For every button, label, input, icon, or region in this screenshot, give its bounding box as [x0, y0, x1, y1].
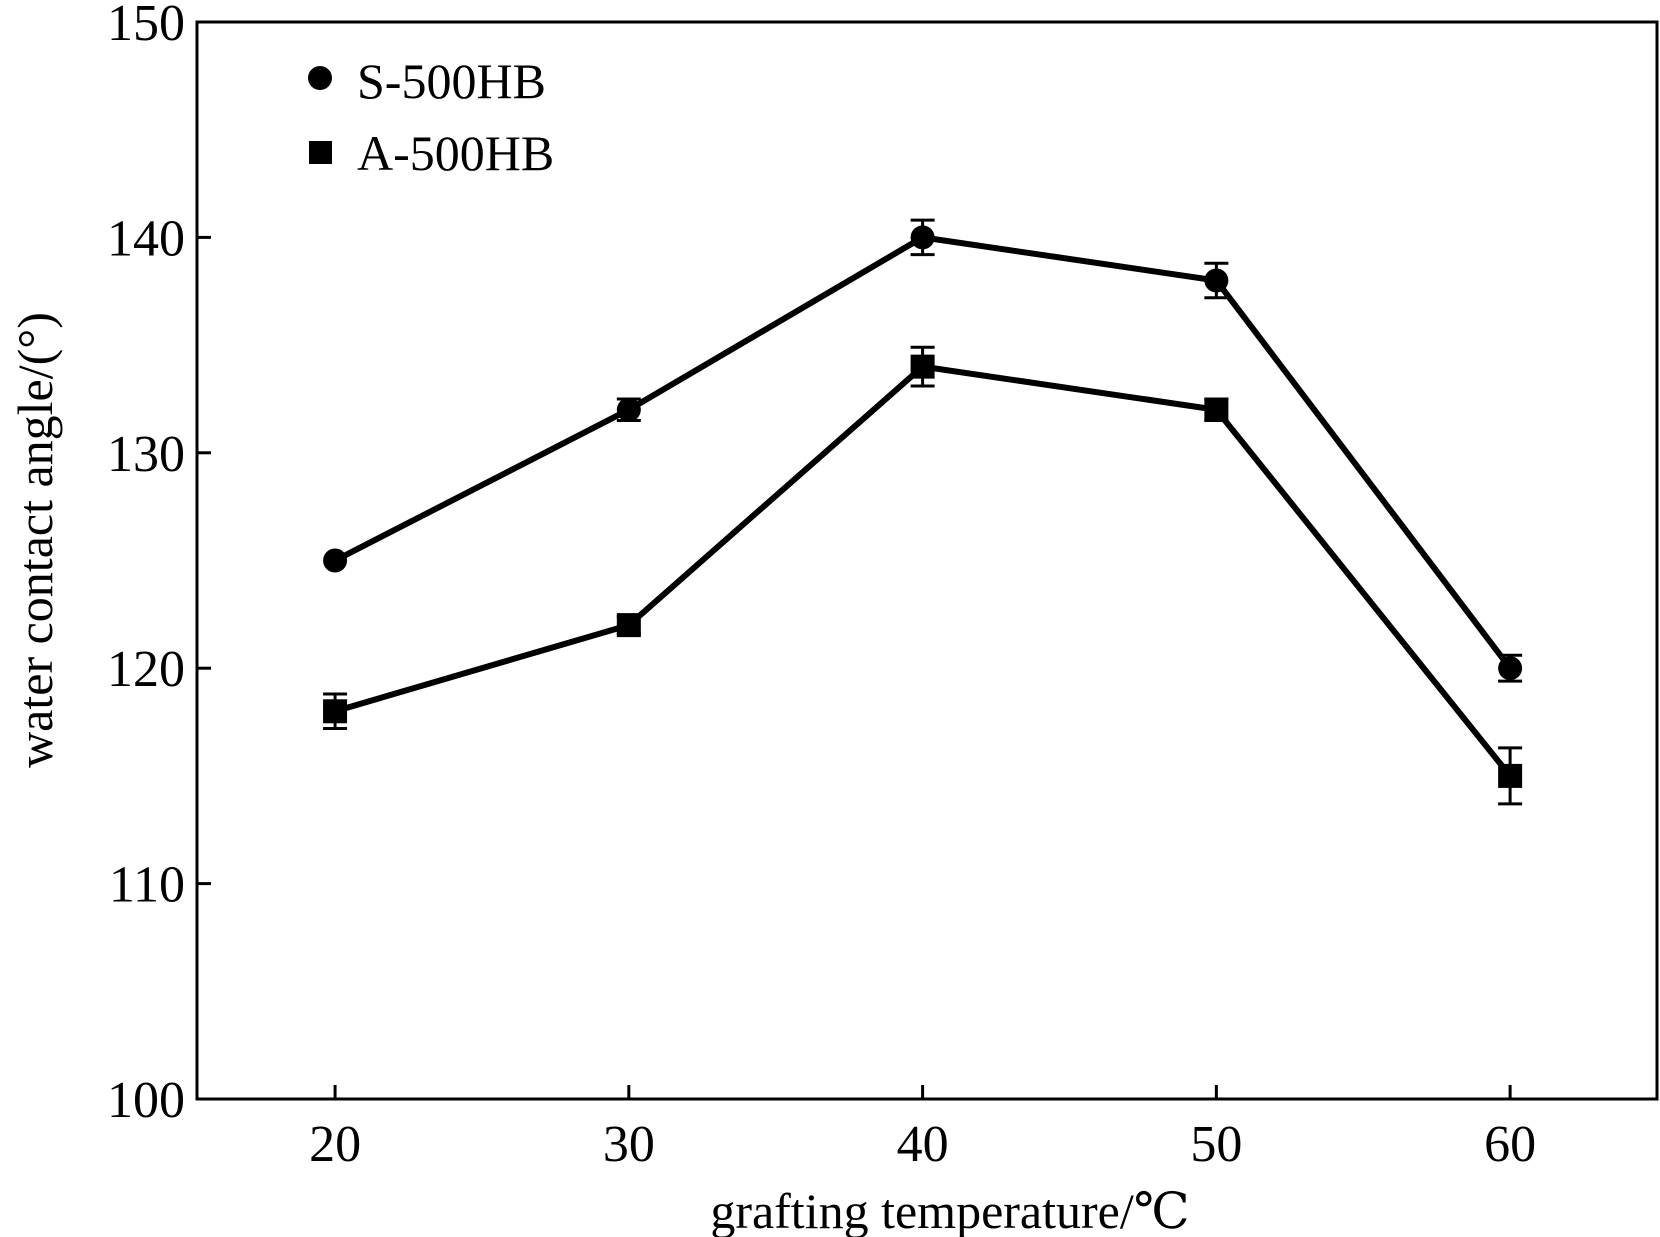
- y-tick-label-140: 140: [107, 210, 185, 267]
- point-s500hb-20: [323, 548, 348, 573]
- legend: S-500HB A-500HB: [308, 53, 554, 181]
- series-s500hb: [323, 218, 1523, 683]
- tick-labels: 20 30 40 50 60 100 110 120 130 140 150: [107, 0, 1536, 1173]
- plot-frame: [195, 20, 1659, 1101]
- x-tick-label-50: 50: [1190, 1116, 1242, 1173]
- x-tick-label-60: 60: [1484, 1116, 1536, 1173]
- y-tick-label-150: 150: [107, 0, 185, 52]
- legend-marker-circle: [308, 66, 332, 90]
- point-s500hb-60: [1498, 656, 1523, 681]
- point-s500hb-50: [1204, 268, 1229, 293]
- y-tick-label-120: 120: [107, 641, 185, 698]
- y-tick-label-100: 100: [107, 1072, 185, 1129]
- tick-marks: [197, 20, 1512, 1101]
- x-tick-label-40: 40: [897, 1116, 949, 1173]
- point-a500hb-20: [323, 699, 348, 724]
- legend-label-a500hb: A-500HB: [357, 125, 554, 181]
- legend-marker-square: [309, 141, 332, 164]
- x-tick-label-20: 20: [309, 1116, 361, 1173]
- series-line-a500hb: [334, 363, 1513, 778]
- point-s500hb-30: [616, 397, 641, 422]
- point-a500hb-60: [1498, 763, 1523, 788]
- series-a500hb: [323, 345, 1523, 806]
- series-layer: [323, 218, 1523, 806]
- y-axis-title: water contact angle/(°): [7, 312, 63, 768]
- point-s500hb-40: [910, 225, 935, 250]
- y-tick-label-110: 110: [109, 857, 185, 914]
- x-tick-label-30: 30: [603, 1116, 655, 1173]
- series-line-s500hb: [333, 234, 1513, 671]
- point-a500hb-30: [616, 613, 641, 638]
- legend-label-s500hb: S-500HB: [357, 53, 546, 109]
- point-a500hb-50: [1204, 397, 1229, 422]
- y-tick-label-130: 130: [107, 426, 185, 483]
- x-axis-title: grafting temperature/℃: [710, 1183, 1189, 1237]
- point-a500hb-40: [910, 354, 935, 379]
